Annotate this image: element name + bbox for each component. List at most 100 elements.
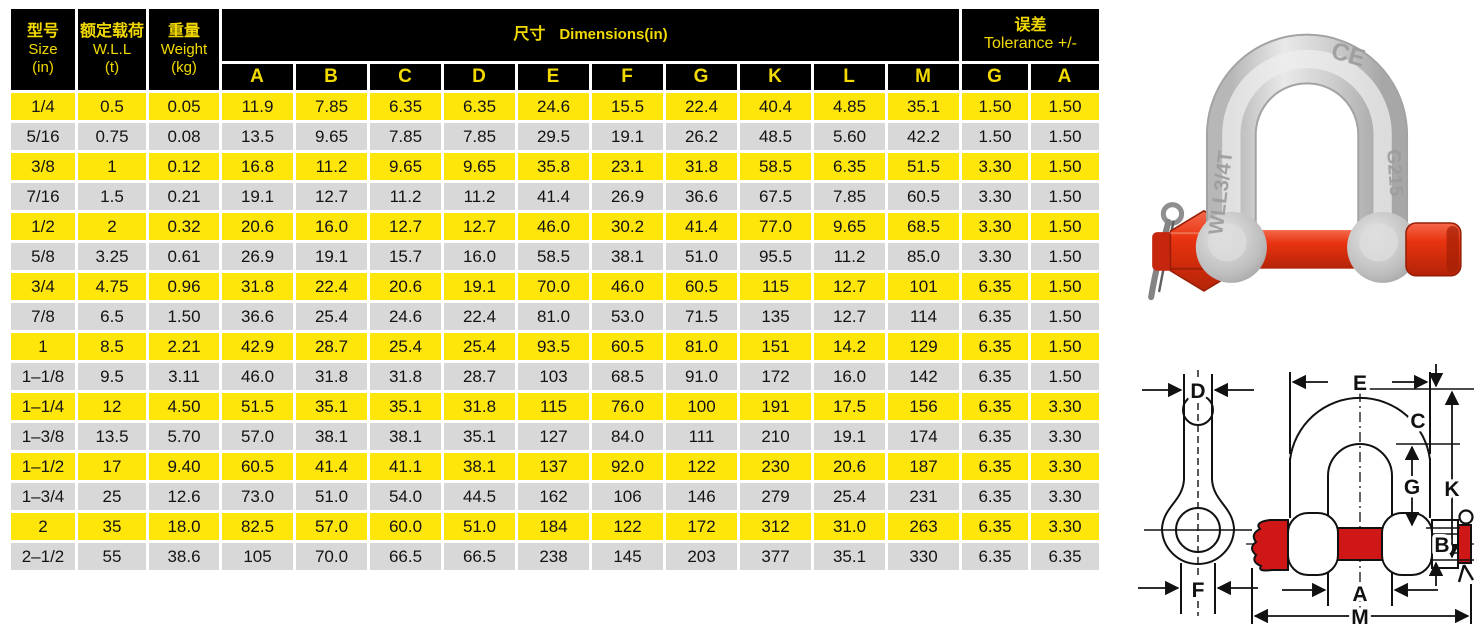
table-cell: 145 bbox=[592, 543, 663, 570]
table-cell: 0.96 bbox=[149, 273, 219, 300]
table-cell: 2.21 bbox=[149, 333, 219, 360]
table-cell: 17 bbox=[78, 453, 146, 480]
table-cell: 35.1 bbox=[444, 423, 515, 450]
table-cell: 1.50 bbox=[1031, 273, 1099, 300]
table-cell: 122 bbox=[666, 453, 737, 480]
table-row: 7/16 1.5 0.21 19.1 12.7 11.2 11.2 41.4 26.9 36.6 6… bbox=[11, 183, 1099, 210]
table-cell: 0.12 bbox=[149, 153, 219, 180]
table-cell: 25.4 bbox=[370, 333, 441, 360]
table-cell: 31.8 bbox=[666, 153, 737, 180]
table-cell: 19.1 bbox=[444, 273, 515, 300]
table-cell: 51.5 bbox=[888, 153, 959, 180]
table-cell: 1.50 bbox=[1031, 333, 1099, 360]
table-cell: 137 bbox=[518, 453, 589, 480]
table-cell: 142 bbox=[888, 363, 959, 390]
table-cell: 19.1 bbox=[222, 183, 293, 210]
table-cell: 114 bbox=[888, 303, 959, 330]
table-cell: 7.85 bbox=[444, 123, 515, 150]
table-cell: 25.4 bbox=[444, 333, 515, 360]
table-cell: 20.6 bbox=[370, 273, 441, 300]
pin-body bbox=[1253, 230, 1360, 269]
table-cell: 146 bbox=[666, 483, 737, 510]
table-cell: 0.32 bbox=[149, 213, 219, 240]
table-cell: 22.4 bbox=[666, 93, 737, 120]
table-cell: 2 bbox=[78, 213, 146, 240]
table-cell: 35.1 bbox=[370, 393, 441, 420]
table-cell: 41.4 bbox=[518, 183, 589, 210]
table-cell: 36.6 bbox=[666, 183, 737, 210]
table-cell: 19.1 bbox=[592, 123, 663, 150]
diagram-side-view bbox=[1138, 370, 1258, 616]
table-cell: 73.0 bbox=[222, 483, 293, 510]
dim-col-E: E bbox=[518, 64, 589, 90]
table-cell: 9.65 bbox=[370, 153, 441, 180]
col-header-dimensions: 尺寸 Dimensions(in) bbox=[222, 9, 959, 61]
dim-col-G: G bbox=[666, 64, 737, 90]
table-cell: 35.1 bbox=[296, 393, 367, 420]
table-cell: 1.50 bbox=[149, 303, 219, 330]
table-cell: 9.65 bbox=[444, 153, 515, 180]
table-cell: 1.50 bbox=[1031, 93, 1099, 120]
table-cell: 16.8 bbox=[222, 153, 293, 180]
table-cell: 7.85 bbox=[296, 93, 367, 120]
table-cell: 6.35 bbox=[814, 153, 885, 180]
table-cell: 38.1 bbox=[370, 423, 441, 450]
table-cell: 115 bbox=[740, 273, 811, 300]
table-cell: 12.7 bbox=[370, 213, 441, 240]
table-cell: 11.9 bbox=[222, 93, 293, 120]
table-cell: 38.1 bbox=[444, 453, 515, 480]
table-cell: 92.0 bbox=[592, 453, 663, 480]
table-cell: 11.2 bbox=[444, 183, 515, 210]
table-cell: 8.5 bbox=[78, 333, 146, 360]
table-row: 1–1/8 9.5 3.11 46.0 31.8 31.8 28.7 103 68.5 91.0 1… bbox=[11, 363, 1099, 390]
table-cell: 20.6 bbox=[814, 453, 885, 480]
table-cell: 0.5 bbox=[78, 93, 146, 120]
table-cell: 13.5 bbox=[78, 423, 146, 450]
table-row: 1 8.5 2.21 42.9 28.7 25.4 25.4 93.5 60.5 81.0 151 1… bbox=[11, 333, 1099, 360]
table-cell: 60.5 bbox=[222, 453, 293, 480]
table-cell: 9.40 bbox=[149, 453, 219, 480]
table-cell: 41.1 bbox=[370, 453, 441, 480]
table-cell: 1.50 bbox=[1031, 243, 1099, 270]
table-cell: 1.50 bbox=[962, 93, 1028, 120]
table-cell: 3/8 bbox=[11, 153, 75, 180]
table-cell: 7/16 bbox=[11, 183, 75, 210]
table-cell: 60.5 bbox=[592, 333, 663, 360]
table-cell: 35.1 bbox=[814, 543, 885, 570]
table-cell: 7.85 bbox=[814, 183, 885, 210]
table-cell: 15.5 bbox=[592, 93, 663, 120]
dim-col-M: M bbox=[888, 64, 959, 90]
table-cell: 4.75 bbox=[78, 273, 146, 300]
table-cell: 60.0 bbox=[370, 513, 441, 540]
table-cell: 1/2 bbox=[11, 213, 75, 240]
col-header-size: 型号 Size (in) bbox=[11, 9, 75, 90]
table-cell: 31.0 bbox=[814, 513, 885, 540]
table-cell: 6.35 bbox=[962, 423, 1028, 450]
dim-col-K: K bbox=[740, 64, 811, 90]
table-cell: 3.11 bbox=[149, 363, 219, 390]
table-cell: 151 bbox=[740, 333, 811, 360]
dim-label-m: M bbox=[1351, 606, 1369, 629]
table-cell: 3.30 bbox=[962, 153, 1028, 180]
table-cell: 6.35 bbox=[962, 543, 1028, 570]
table-cell: 23.1 bbox=[592, 153, 663, 180]
table-cell: 31.8 bbox=[296, 363, 367, 390]
spec-table: 型号 Size (in) 额定载荷 W.L.L (t) 重量 Weight (k… bbox=[8, 6, 1102, 573]
table-cell: 1/4 bbox=[11, 93, 75, 120]
table-cell: 81.0 bbox=[518, 303, 589, 330]
table-cell: 6.35 bbox=[1031, 543, 1099, 570]
table-cell: 9.5 bbox=[78, 363, 146, 390]
marking-grade: G215 bbox=[1382, 149, 1406, 198]
table-cell: 26.2 bbox=[666, 123, 737, 150]
table-cell: 36.6 bbox=[222, 303, 293, 330]
table-cell: 11.2 bbox=[296, 153, 367, 180]
table-cell: 263 bbox=[888, 513, 959, 540]
table-cell: 70.0 bbox=[296, 543, 367, 570]
table-cell: 51.0 bbox=[666, 243, 737, 270]
table-cell: 122 bbox=[592, 513, 663, 540]
table-cell: 105 bbox=[222, 543, 293, 570]
table-row: 1–3/4 25 12.6 73.0 51.0 54.0 44.5 162 106 146 279 2… bbox=[11, 483, 1099, 510]
table-cell: 103 bbox=[518, 363, 589, 390]
table-cell: 12 bbox=[78, 393, 146, 420]
table-cell: 51.0 bbox=[444, 513, 515, 540]
